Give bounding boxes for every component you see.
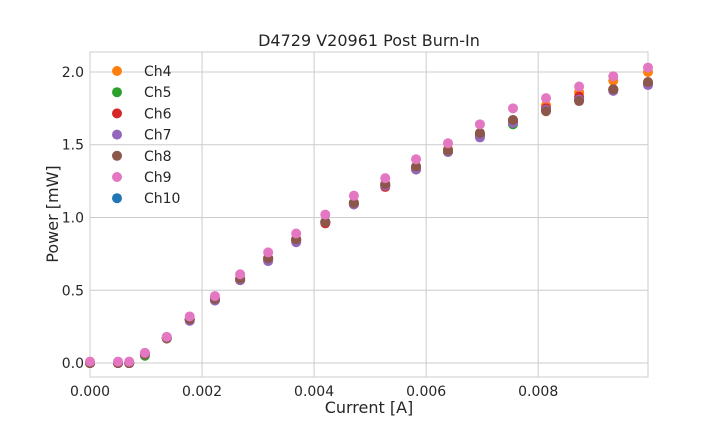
data-point-ch8	[442, 145, 453, 156]
data-point-ch9	[643, 62, 653, 73]
legend-marker	[112, 129, 122, 140]
legend-label: Ch6	[144, 106, 172, 122]
legend-marker	[112, 108, 122, 119]
data-point-ch9	[124, 356, 135, 367]
data-point-ch9	[235, 269, 246, 280]
y-tick-label: 1.5	[62, 138, 84, 154]
legend-marker	[112, 87, 122, 98]
y-tick-label: 0.0	[62, 356, 84, 372]
series-ch9	[85, 62, 653, 367]
data-point-ch9	[161, 331, 172, 342]
x-tick-label: 0.002	[182, 384, 222, 400]
y-tick-label: 0.5	[62, 283, 84, 299]
legend-marker	[112, 172, 122, 182]
x-tick-label: 0.004	[294, 384, 334, 400]
legend-label: Ch8	[144, 149, 172, 165]
y-tick-label: 1.0	[62, 210, 84, 226]
data-point-ch9	[139, 347, 150, 358]
y-tick-labels: 0.0 0.5 1.0 1.5 2.0	[62, 65, 84, 372]
legend-label: Ch10	[144, 191, 180, 207]
x-axis-label: Current [A]	[325, 398, 414, 417]
data-point-ch8	[348, 197, 359, 208]
x-tick-labels: 0.000 0.002 0.004 0.006 0.008	[70, 384, 558, 400]
y-tick-label: 2.0	[62, 65, 84, 81]
data-point-ch8	[574, 96, 585, 107]
data-point-ch8	[320, 216, 331, 227]
data-point-ch9	[608, 71, 619, 82]
data-point-ch9	[320, 209, 331, 220]
data-point-ch8	[474, 128, 485, 139]
x-tick-label: 0.008	[518, 384, 558, 400]
legend-label: Ch9	[144, 170, 172, 186]
chart-title: D4729 V20961 Post Burn-In	[258, 31, 480, 50]
legend-marker	[112, 66, 122, 76]
data-point-ch9	[541, 93, 552, 104]
data-point-ch9	[113, 356, 124, 367]
data-point-ch9	[474, 119, 485, 130]
legend-marker	[112, 150, 122, 161]
data-point-ch8	[411, 161, 422, 172]
data-point-ch9	[574, 81, 585, 92]
legend: Ch4 Ch5 Ch6 Ch7 Ch8 Ch9 Ch10	[112, 64, 180, 207]
data-point-ch8	[507, 114, 518, 125]
y-axis-label: Power [mW]	[43, 165, 62, 262]
legend-label: Ch5	[144, 85, 172, 101]
data-point-ch9	[380, 173, 391, 184]
plot-area	[89, 51, 649, 378]
data-point-ch9	[411, 154, 422, 165]
data-point-ch8	[541, 106, 552, 117]
data-point-ch9	[85, 356, 95, 367]
data-point-ch9	[442, 138, 453, 149]
data-point-ch9	[184, 311, 195, 322]
data-point-ch8	[608, 84, 619, 95]
data-points	[85, 62, 653, 369]
x-tick-label: 0.000	[70, 384, 110, 400]
data-point-ch9	[263, 247, 274, 258]
legend-marker	[112, 193, 122, 204]
legend-label: Ch7	[144, 128, 172, 144]
data-point-ch9	[507, 103, 518, 114]
data-point-ch9	[348, 190, 359, 201]
grid	[89, 52, 648, 377]
data-point-ch9	[291, 228, 302, 239]
data-point-ch9	[209, 291, 220, 302]
data-point-ch8	[643, 77, 653, 88]
legend-label: Ch4	[144, 64, 172, 80]
x-tick-label: 0.006	[406, 384, 446, 400]
